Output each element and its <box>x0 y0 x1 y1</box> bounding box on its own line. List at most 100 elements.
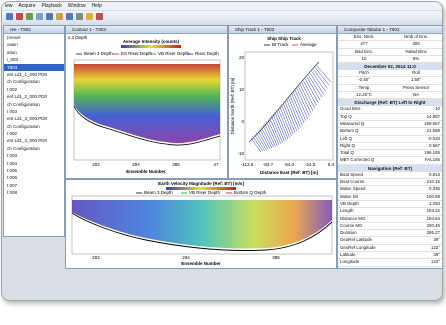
velocity-vector <box>267 119 280 145</box>
chart-title: Ship Ship Track <box>267 36 301 41</box>
tree-item[interactable]: ch Configuration <box>7 101 40 107</box>
velocity-vector <box>250 137 262 153</box>
table-row: Distance MG 194.64 <box>338 216 442 223</box>
table-cell: 10 <box>361 55 367 61</box>
velocity-vector <box>316 65 332 83</box>
tree-item[interactable]: t 002 <box>7 86 18 92</box>
table-cell: Pitch <box>359 70 369 76</box>
x-axis-label: Ensemble Number <box>181 261 221 266</box>
tree-item[interactable]: ent Ld1_4_000.PD0 <box>7 138 48 144</box>
table-cell: Nmb of Ens. <box>403 34 429 39</box>
tree-item[interactable]: ch Configuration <box>7 123 40 129</box>
tree-item[interactable]: osein <box>7 42 18 48</box>
row-value: 196.165 <box>424 150 440 156</box>
row-value: 210.15 <box>426 179 440 185</box>
bt-track <box>248 61 320 143</box>
tool-icon[interactable] <box>36 13 43 20</box>
x-tick-label: 5.4 <box>328 162 335 167</box>
velocity-vector <box>303 80 317 106</box>
table-cell: Ens. Nmb. <box>353 34 375 39</box>
menu-item[interactable]: Acquire <box>18 3 36 9</box>
velocity-vector <box>257 130 269 150</box>
tree-item[interactable]: i_003 <box>7 57 19 63</box>
row-value: 14.897 <box>426 113 440 119</box>
velocity-vector <box>260 126 272 149</box>
tree-item[interactable]: ch Configuration <box>7 145 40 151</box>
row-label: Boat Speed <box>340 171 363 177</box>
row-value: 295.27 <box>426 230 440 236</box>
menu-item[interactable]: Window <box>67 3 86 9</box>
x-tick-label: 47 <box>213 162 219 167</box>
velocity-chart: Earth Velocity Magnitude (Ref: BT) [m/s]… <box>71 181 333 266</box>
velocity-vector <box>310 73 325 95</box>
row-value: 21.568 <box>426 128 440 134</box>
row-label: Left Q <box>340 135 352 141</box>
tree-item[interactable]: ent Ld1_3_000.PD0 <box>7 116 48 122</box>
table-cell: Temp <box>358 84 370 90</box>
velocity-vector <box>282 102 296 133</box>
tool-icon[interactable] <box>96 13 103 20</box>
menu-item[interactable]: iew <box>5 3 13 9</box>
tool-icon[interactable] <box>66 13 73 20</box>
velocity-vector <box>259 128 271 149</box>
tree-item[interactable]: t 008 <box>7 190 18 196</box>
menu-item[interactable]: Playback <box>41 3 62 9</box>
table-cell: 8% <box>412 55 420 61</box>
tool-icon[interactable] <box>46 13 53 20</box>
row-label: Longitude <box>340 259 360 265</box>
table-cell: Press Sensor <box>402 84 430 90</box>
tool-icon[interactable] <box>86 13 93 20</box>
table-row: Course MG 290.45 <box>338 223 442 231</box>
tool-icon[interactable] <box>26 13 33 20</box>
legend-label: Bt Track <box>272 42 289 47</box>
tree-item[interactable]: t 003 <box>7 108 18 114</box>
row-value: 122° <box>430 244 440 250</box>
table-row: -0.40° 1.58° <box>338 77 442 85</box>
tree-item[interactable]: t 003 <box>7 153 18 159</box>
menu-item[interactable]: Help <box>91 3 102 9</box>
tree-item[interactable]: t 005 <box>7 168 18 174</box>
tool-icon[interactable] <box>16 13 23 20</box>
table-cell: -0.40° <box>358 77 370 83</box>
tree-item[interactable]: T903 <box>4 63 64 71</box>
velocity-vector <box>294 89 308 119</box>
toolbar <box>2 11 442 23</box>
row-label: Top Q <box>340 113 352 119</box>
table-cell: %Bad Bins <box>405 48 427 54</box>
velocity-contour <box>72 200 332 249</box>
velocity-vector <box>255 132 267 151</box>
table-row: MBT Corrected Q FAL165 <box>338 157 442 165</box>
tool-icon[interactable] <box>76 13 83 20</box>
tree-item[interactable]: ch Configuration <box>7 79 40 85</box>
tree-item[interactable]: ent Ld1_1_000.PD0 <box>7 71 48 77</box>
velocity-vector <box>298 86 312 114</box>
row-label: GeoRef Latitude <box>340 237 372 243</box>
row-label: Water Dir <box>340 193 359 199</box>
ship-track-panel: Ship Track 1 - T903 Ship Ship Track Bt T… <box>228 25 337 179</box>
tree-item[interactable]: t 007 <box>7 182 18 188</box>
row-value: 39° <box>433 252 440 258</box>
x-tick-label: -54.0 <box>284 162 295 167</box>
tree-item[interactable]: t 006 <box>7 175 18 181</box>
panel-title: Ship Track 1 - T903 <box>229 26 336 34</box>
tree-item[interactable]: t 004 <box>7 160 18 166</box>
tree-item[interactable]: (ressel <box>7 35 21 40</box>
plot-area <box>244 51 334 161</box>
tree-item[interactable]: ation <box>7 49 17 55</box>
contour-chart: s 3 Depth Average Intensity (counts) Bea… <box>68 35 221 174</box>
row-label: Boat Course <box>340 179 365 185</box>
tool-icon[interactable] <box>6 13 13 20</box>
y-tick-label: 20 <box>239 55 245 60</box>
velocity-vector <box>277 108 290 138</box>
legend-label: Average <box>300 42 317 47</box>
tree-item[interactable]: ent Ld1_2_000.PD0 <box>7 94 48 100</box>
table-row: GeoRef Latitude 39° <box>338 237 442 245</box>
tool-icon[interactable] <box>56 13 63 20</box>
table-row: Temp Press Sensor <box>338 84 442 93</box>
x-tick-label: 202 <box>92 162 100 167</box>
table-cell: 1.58° <box>410 77 422 83</box>
tree-item[interactable]: t 002 <box>7 131 18 137</box>
row-label: Right Q <box>340 142 355 148</box>
velocity-vector <box>291 93 305 124</box>
